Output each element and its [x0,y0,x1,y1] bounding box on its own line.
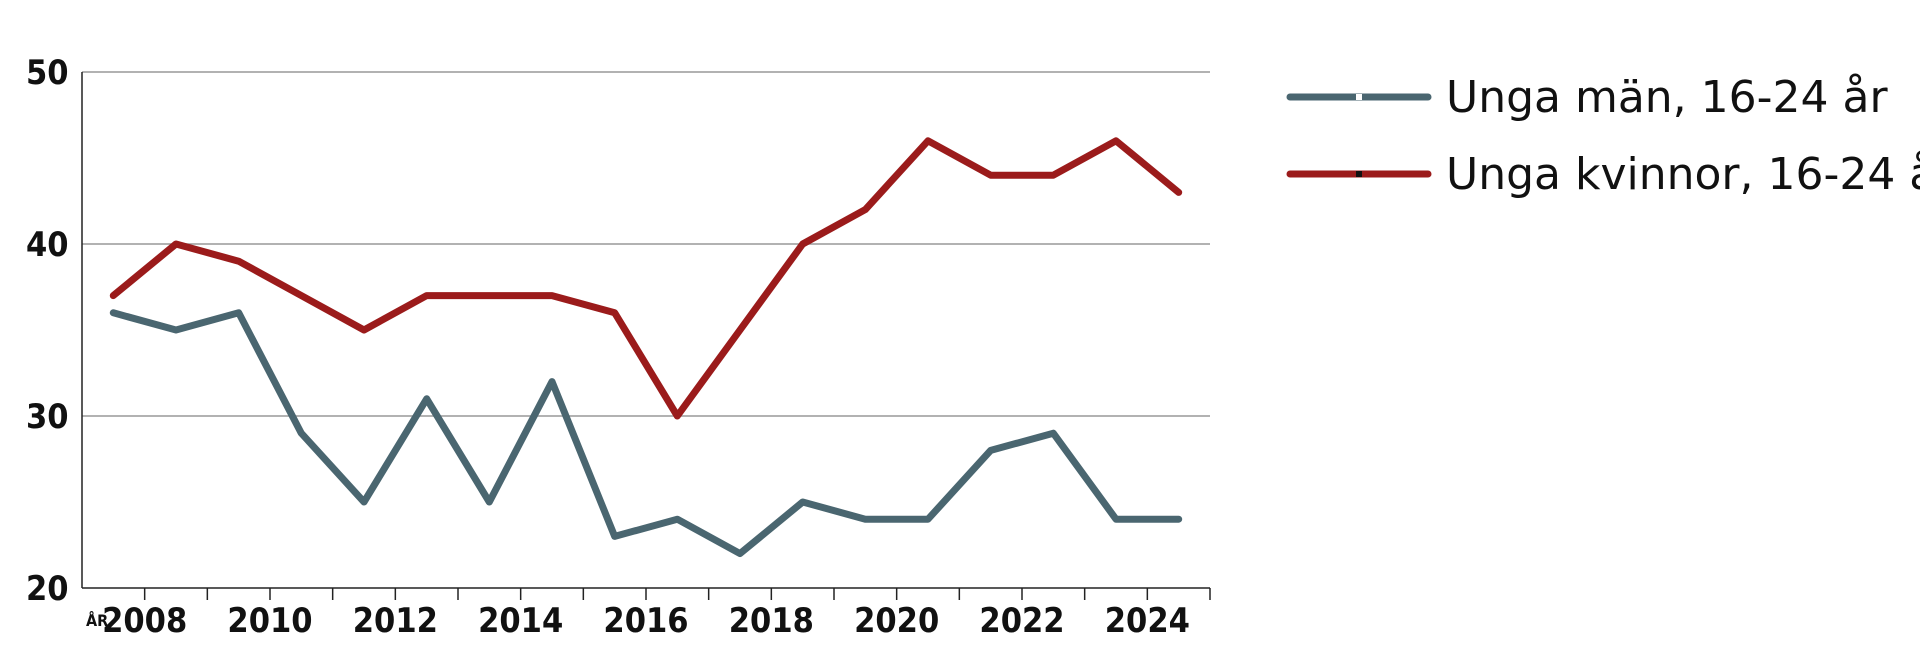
series-line-2 [109,137,1183,420]
x-tick-label: 2020 [854,601,939,641]
legend-swatch-marker [1356,94,1362,100]
y-tick-label: 50 [26,53,69,93]
series-line-1 [109,309,1183,558]
x-axis-unit-label: ÅR [86,611,108,630]
x-tick-label: 2010 [227,601,312,641]
legend-label: Unga män, 16-24 år [1446,72,1888,123]
x-tick-label: 2014 [478,601,563,641]
legend-swatch-marker [1356,171,1362,177]
y-tick-label: 20 [26,569,69,609]
x-tick-label: 2012 [353,601,438,641]
y-tick-label: 30 [26,397,69,437]
x-tick-label: 2024 [1105,601,1190,641]
x-tick-label: 2008 [102,601,187,641]
x-tick-label: 2022 [979,601,1064,641]
legend-label: Unga kvinnor, 16-24 år [1446,149,1920,200]
x-tick-label: 2016 [603,601,688,641]
y-tick-label: 40 [26,225,69,265]
x-tick-label: 2018 [729,601,814,641]
